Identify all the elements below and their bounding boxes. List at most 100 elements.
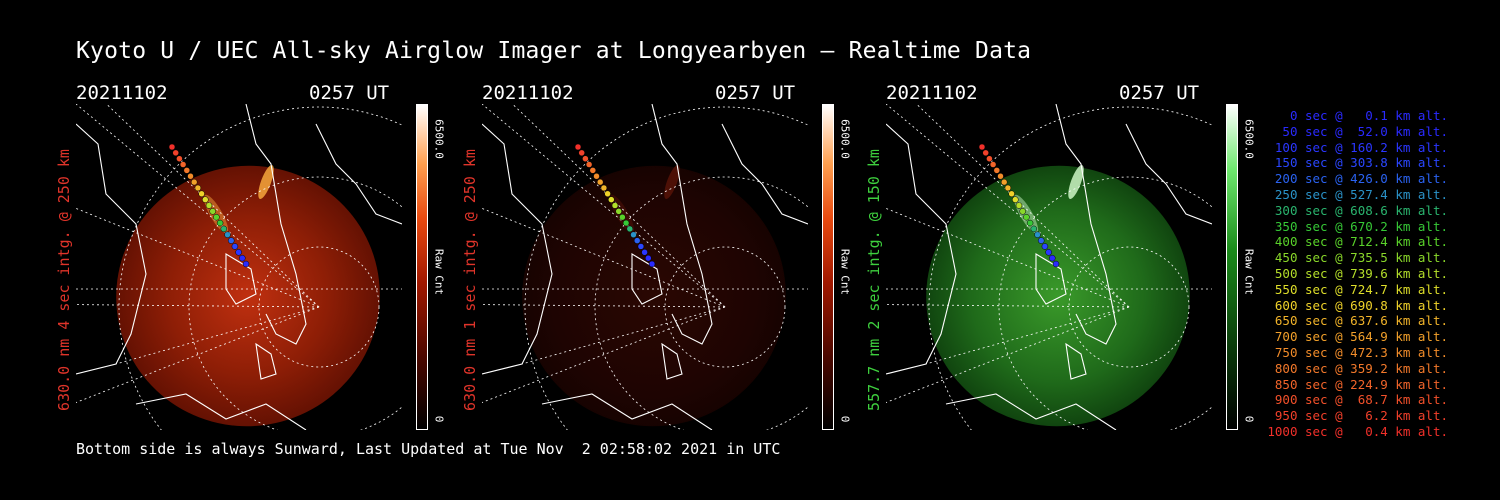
colorbar-unit-wrap: Raw Cnt <box>432 242 446 302</box>
legend-entry: 750 sec @ 472.3 km alt. <box>1274 344 1448 360</box>
trajectory-point <box>574 143 582 151</box>
trajectory-point <box>194 184 202 192</box>
colorbar-min: 0 <box>432 415 446 423</box>
latitude-circle <box>664 246 786 368</box>
airglow-panel: 20211102 0257 UT 557.7 nm 2 sec intg. @ … <box>865 82 1296 432</box>
trajectory-point <box>1008 190 1015 198</box>
meridian-line <box>482 304 726 308</box>
legend-entry: 500 sec @ 739.6 km alt. <box>1274 265 1448 281</box>
legend-entry: 600 sec @ 690.8 km alt. <box>1274 297 1448 313</box>
colorbar-max: 6500.0 <box>432 119 446 159</box>
meridian-line <box>105 104 320 308</box>
trajectory-point <box>172 149 179 157</box>
trajectory-point <box>982 149 989 157</box>
coastline <box>76 123 147 375</box>
colorbar <box>822 104 834 430</box>
trajectory-point <box>1045 249 1052 256</box>
coastline <box>721 123 808 225</box>
trajectory-point <box>183 167 191 174</box>
trajectory-point <box>989 161 997 168</box>
trajectory-point <box>202 196 209 203</box>
meridian-line <box>115 306 320 365</box>
legend-entry: 200 sec @ 426.0 km alt. <box>1274 171 1448 187</box>
trajectory-point <box>596 178 604 186</box>
legend-entry: 50 sec @ 52.0 km alt. <box>1282 123 1448 139</box>
trajectory-point <box>220 225 228 233</box>
trajectory-point <box>1049 254 1056 262</box>
aurora-streak <box>258 164 274 200</box>
trajectory-point <box>593 173 600 180</box>
allsky-image <box>76 104 402 430</box>
legend-entry: 1000 sec @ 0.4 km alt. <box>1267 423 1448 439</box>
trajectory-point <box>198 190 205 198</box>
coastline <box>135 393 307 430</box>
airglow-field <box>522 165 786 427</box>
panel-ylabel: 630.0 nm 1 sec intg. @ 250 km <box>461 149 479 411</box>
trajectory-point <box>1041 243 1049 250</box>
legend-entry: 700 sec @ 564.9 km alt. <box>1274 329 1448 345</box>
coastline <box>245 104 307 345</box>
trajectory-point <box>209 208 216 215</box>
legend-entry: 400 sec @ 712.4 km alt. <box>1274 234 1448 250</box>
legend-entry: 350 sec @ 670.2 km alt. <box>1274 218 1448 234</box>
legend-entry: 650 sec @ 637.6 km alt. <box>1274 313 1448 329</box>
panel-ylabel-wrap: 630.0 nm 1 sec intg. @ 250 km <box>460 108 480 452</box>
trajectory-point <box>582 155 589 162</box>
trajectory-point <box>239 254 246 262</box>
legend-entry: 900 sec @ 68.7 km alt. <box>1274 392 1448 408</box>
latitude-circle <box>1068 246 1190 368</box>
trajectory-point <box>1004 184 1012 192</box>
trajectory-point <box>179 161 187 168</box>
colorbar-unit: Raw Cnt <box>838 248 852 296</box>
meridian-line <box>925 306 1130 365</box>
latitude-circle <box>258 246 380 368</box>
legend-entry: 800 sec @ 359.2 km alt. <box>1274 360 1448 376</box>
colorbar-unit-wrap: Raw Cnt <box>838 242 852 302</box>
trajectory-point <box>187 173 194 180</box>
colorbar-min-wrap: 0 <box>1242 412 1256 426</box>
trajectory-point <box>608 196 615 203</box>
panel-date: 20211102 <box>886 82 978 104</box>
meridian-line <box>511 104 726 308</box>
trajectory-point <box>578 149 585 157</box>
panel-ylabel: 557.7 nm 2 sec intg. @ 150 km <box>865 149 883 411</box>
legend-entry: 850 sec @ 224.9 km alt. <box>1274 376 1448 392</box>
trajectory-point <box>1012 196 1019 203</box>
colorbar-min-wrap: 0 <box>432 412 446 426</box>
trajectory-point <box>611 202 619 209</box>
colorbar-unit: Raw Cnt <box>432 248 446 296</box>
trajectory-point <box>1037 237 1045 244</box>
trajectory-point <box>1019 208 1026 215</box>
trajectory-point <box>641 249 648 256</box>
colorbar-max: 6500.0 <box>838 119 852 159</box>
coastline <box>1065 342 1087 380</box>
colorbar-min: 0 <box>838 415 852 423</box>
trajectory-point <box>235 249 242 256</box>
trajectory-point <box>231 243 239 250</box>
meridian-line <box>886 304 1130 308</box>
trajectory-legend: 0 sec @ 0.1 km alt. 50 sec @ 52.0 km alt.… <box>1258 108 1448 440</box>
trajectory-point <box>645 254 652 262</box>
trajectory-point <box>1026 219 1034 227</box>
panel-time: 0257 UT <box>715 82 796 104</box>
trajectory-point <box>242 260 250 268</box>
trajectory-point <box>585 161 593 168</box>
trajectory-point <box>213 213 220 221</box>
page-title: Kyoto U / UEC All-sky Airglow Imager at … <box>76 38 1032 64</box>
trajectory-point <box>993 167 1001 174</box>
trajectory-point <box>205 202 213 209</box>
colorbar-min-wrap: 0 <box>838 412 852 426</box>
legend-entry: 100 sec @ 160.2 km alt. <box>1274 139 1448 155</box>
colorbar-max: 6500.0 <box>1242 119 1256 159</box>
panel-time: 0257 UT <box>309 82 390 104</box>
trajectory-point <box>978 143 986 151</box>
colorbar-max-wrap: 6500.0 <box>838 104 852 174</box>
colorbar <box>1226 104 1238 430</box>
trajectory-point <box>1052 260 1060 268</box>
coastline <box>1055 104 1117 345</box>
coastline <box>1125 123 1212 225</box>
panel-ylabel-wrap: 557.7 nm 2 sec intg. @ 150 km <box>864 108 884 452</box>
colorbar-min: 0 <box>1242 415 1256 423</box>
legend-entry: 150 sec @ 303.8 km alt. <box>1274 155 1448 171</box>
trajectory-point <box>626 225 634 233</box>
